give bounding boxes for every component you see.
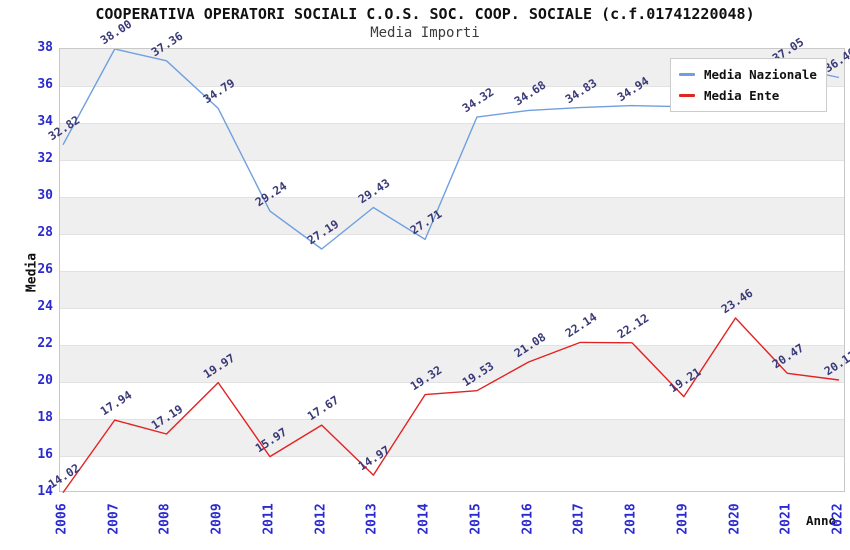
legend-line-swatch-icon (679, 73, 695, 76)
y-tick-label: 22 (37, 336, 53, 351)
gridline (60, 234, 844, 235)
legend-item-media-nazionale: Media Nazionale (679, 64, 817, 85)
x-tick-label: 2006 (54, 503, 70, 535)
media-ente-line (62, 317, 840, 493)
x-tick-label: 2014 (416, 503, 432, 535)
legend-item-media-ente: Media Ente (679, 85, 817, 106)
y-tick-label: 38 (37, 40, 53, 55)
series-lines (62, 49, 840, 493)
x-tick-label: 2019 (675, 503, 691, 535)
gridline (60, 271, 844, 272)
legend-label: Media Nazionale (704, 67, 817, 82)
gridline (60, 456, 844, 457)
y-tick-label: 28 (37, 225, 53, 240)
y-tick-label: 30 (37, 188, 53, 203)
chart-title: COOPERATIVA OPERATORI SOCIALI C.O.S. SOC… (95, 5, 755, 23)
y-tick-label: 32 (37, 151, 53, 166)
gridline (60, 197, 844, 198)
x-tick-label: 2018 (623, 503, 639, 535)
y-tick-label: 18 (37, 410, 53, 425)
plot-band (60, 197, 844, 234)
plot-area (59, 48, 845, 493)
x-tick-label: 2007 (106, 503, 122, 535)
plot-band (60, 419, 844, 456)
x-tick-label: 2015 (468, 503, 484, 535)
y-tick-label: 36 (37, 77, 53, 92)
x-tick-label: 2009 (209, 503, 225, 535)
legend: Media Nazionale Media Ente (670, 58, 827, 112)
gridline (60, 160, 844, 161)
plot-band (60, 123, 844, 160)
x-tick-label: 2008 (157, 503, 173, 535)
x-tick-label: 2012 (313, 503, 329, 535)
y-tick-label: 34 (37, 114, 53, 129)
x-axis-title: Anno (806, 513, 837, 528)
legend-line-swatch-icon (679, 94, 695, 97)
y-tick-label: 16 (37, 447, 53, 462)
x-tick-label: 2013 (364, 503, 380, 535)
gridline (60, 308, 844, 309)
gridline (60, 345, 844, 346)
x-tick-label: 2017 (571, 503, 587, 535)
x-tick-label: 2021 (778, 503, 794, 535)
chart-subtitle: Media Importi (370, 25, 480, 41)
legend-label: Media Ente (704, 88, 780, 103)
y-tick-label: 20 (37, 373, 53, 388)
gridline (60, 123, 844, 124)
gridline (60, 382, 844, 383)
x-tick-label: 2020 (727, 503, 743, 535)
gridline (60, 86, 844, 87)
plot-band (60, 271, 844, 308)
gridline (60, 419, 844, 420)
y-tick-label: 24 (37, 299, 53, 314)
y-tick-label: 26 (37, 262, 53, 277)
x-tick-label: 2016 (520, 503, 536, 535)
x-tick-label: 2022 (830, 503, 846, 535)
y-tick-label: 14 (37, 484, 53, 499)
x-tick-label: 2011 (261, 503, 277, 535)
